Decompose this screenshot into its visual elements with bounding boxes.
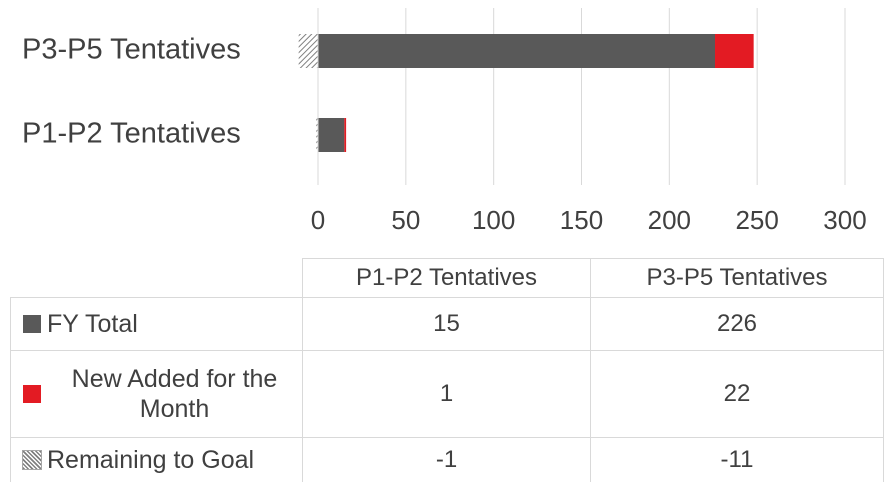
x-tick-label: 100 (472, 205, 515, 235)
table-row-label: FY Total (10, 297, 302, 350)
bar-segment (316, 118, 318, 152)
legend-key (23, 385, 41, 403)
x-tick-label: 50 (391, 205, 420, 235)
table-row-label: New Added for the Month (10, 350, 302, 437)
table-value: 15 (302, 297, 590, 350)
bar-segment (298, 34, 318, 68)
table-row-label: Remaining to Goal (10, 437, 302, 482)
table-value: 22 (590, 350, 884, 437)
table-value: 1 (302, 350, 590, 437)
legend-key (22, 450, 42, 470)
x-tick-label: 200 (648, 205, 691, 235)
legend-label: FY Total (47, 310, 138, 338)
legend-label: New Added for the Month (71, 365, 278, 423)
x-tick-label: 0 (311, 205, 325, 235)
bar-segment (318, 118, 345, 152)
bar-segment (318, 34, 716, 68)
table-value: 226 (590, 297, 884, 350)
table-value: -1 (302, 437, 590, 482)
x-tick-label: 250 (735, 205, 778, 235)
y-tick-label: P1-P2 Tentatives (22, 118, 241, 150)
legend-label: Remaining to Goal (47, 446, 255, 474)
bar-segment (344, 118, 347, 152)
x-tick-label: 300 (823, 205, 866, 235)
bar-segment (715, 34, 754, 68)
table-header: P3-P5 Tentatives (590, 258, 884, 297)
x-tick-label: 150 (560, 205, 603, 235)
y-tick-label: P3-P5 Tentatives (22, 34, 241, 66)
table-header: P1-P2 Tentatives (302, 258, 590, 297)
legend-key (23, 315, 41, 333)
table-value: -11 (590, 437, 884, 482)
